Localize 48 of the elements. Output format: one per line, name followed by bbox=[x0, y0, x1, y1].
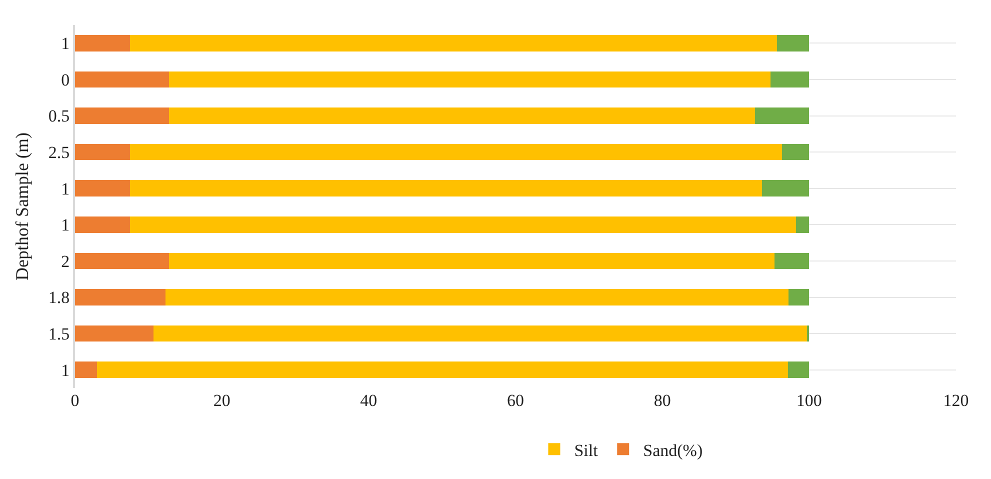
x-tick-label: 20 bbox=[213, 391, 230, 410]
bar bbox=[788, 289, 810, 306]
y-tick-label: 1.8 bbox=[48, 288, 70, 308]
legend-label: Silt bbox=[574, 440, 598, 460]
y-tick-label: 2 bbox=[61, 252, 70, 271]
legend-label: Sand(%) bbox=[643, 440, 703, 460]
x-tick-label: 40 bbox=[360, 391, 378, 410]
x-tick-label: 120 bbox=[943, 391, 969, 410]
y-tick-label: 1 bbox=[61, 179, 70, 198]
bar bbox=[154, 325, 807, 342]
bar bbox=[75, 144, 130, 160]
bar bbox=[75, 108, 169, 124]
bar bbox=[762, 180, 810, 197]
bar bbox=[75, 34, 130, 52]
bar bbox=[168, 108, 755, 124]
bar bbox=[97, 362, 788, 378]
bar bbox=[130, 144, 782, 160]
bar bbox=[75, 252, 169, 270]
bar bbox=[75, 325, 154, 342]
y-tick-label: 1 bbox=[61, 360, 70, 380]
bar bbox=[788, 362, 810, 378]
bar bbox=[75, 180, 130, 197]
y-tick-label: 0 bbox=[61, 70, 70, 90]
y-axis-title: Depthof Sample (m) bbox=[12, 132, 32, 280]
bar bbox=[165, 289, 789, 306]
x-tick-label: 80 bbox=[654, 391, 671, 410]
bar bbox=[75, 216, 130, 233]
bar bbox=[75, 289, 166, 306]
y-tick-label: 2.5 bbox=[48, 143, 70, 162]
y-tick-label: 1 bbox=[61, 34, 70, 54]
x-tick-label: 60 bbox=[507, 391, 524, 410]
x-tick-label: 100 bbox=[796, 391, 822, 410]
bar bbox=[796, 216, 810, 233]
y-tick-label: 1 bbox=[61, 216, 70, 235]
bar bbox=[770, 71, 810, 88]
bar bbox=[75, 362, 98, 378]
bar bbox=[168, 252, 775, 270]
bar bbox=[168, 71, 770, 88]
bar bbox=[130, 216, 796, 233]
bar bbox=[130, 180, 762, 197]
bar bbox=[75, 71, 169, 88]
bar bbox=[782, 144, 810, 160]
bar bbox=[774, 252, 810, 270]
bar bbox=[776, 34, 810, 52]
y-tick-label: 1.5 bbox=[48, 324, 70, 344]
bar bbox=[754, 108, 810, 124]
bar bbox=[130, 34, 777, 52]
y-tick-label: 0.5 bbox=[48, 106, 70, 126]
